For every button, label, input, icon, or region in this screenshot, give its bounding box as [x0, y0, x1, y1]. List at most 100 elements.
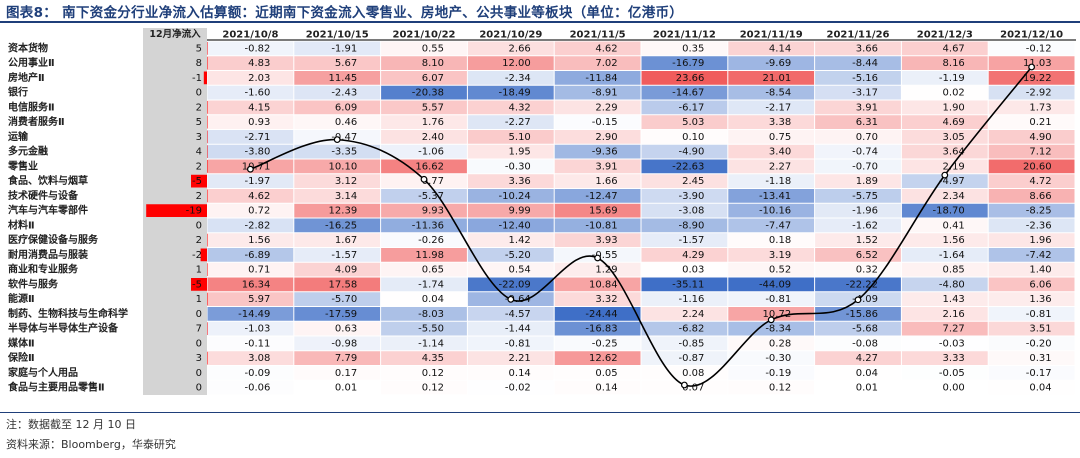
heatmap-cell: [381, 366, 467, 380]
row-label: 房地产Ⅱ: [8, 71, 45, 84]
cell-value-label: 0.85: [943, 265, 965, 276]
heatmap-cell: [641, 218, 728, 233]
cell-value-label: -11.36: [412, 220, 444, 231]
cell-value-label: 2.45: [682, 176, 704, 187]
heatmap-cell: [988, 100, 1075, 115]
heatmap-cell: [467, 115, 554, 129]
date-column-header: 2021/12/10: [1000, 30, 1063, 41]
dec-inflow-label: 0: [196, 88, 202, 99]
cell-value-label: 23.66: [676, 73, 705, 84]
heatmap-cell: [294, 189, 381, 203]
heatmap-cell: [467, 159, 554, 174]
cell-value-label: 15.69: [589, 206, 618, 217]
cell-value-label: 4.32: [509, 102, 531, 113]
dec-inflow-label: -1: [192, 73, 202, 84]
dec-inflow-label: 2: [196, 161, 202, 172]
cell-value-label: 1.95: [509, 147, 531, 158]
cell-value-label: 9.99: [509, 206, 531, 217]
line-series-path: [250, 66, 1033, 387]
cell-value-label: 0.03: [682, 265, 704, 276]
cell-value-label: 11.03: [1023, 58, 1052, 69]
cell-value-label: 0.31: [1029, 353, 1051, 364]
dec-inflow-label: 8: [196, 58, 202, 69]
heatmap-cell: [988, 336, 1075, 351]
heatmap-cell: [728, 56, 815, 70]
source-note: 资料来源：Bloomberg，华泰研究: [6, 438, 176, 451]
cell-value-label: -2.82: [245, 220, 271, 231]
heatmap-cell: [554, 321, 641, 336]
cell-value-label: 2.03: [248, 73, 270, 84]
dec-inflow-label: 5: [196, 117, 202, 128]
dec-inflow-bar: [200, 248, 207, 262]
cell-value-label: -1.44: [505, 324, 531, 335]
cell-value-label: 3.93: [595, 235, 617, 246]
heatmap-cell: [988, 218, 1075, 233]
heatmap-cell: [815, 159, 901, 174]
heatmap-cell: [901, 115, 988, 129]
cell-value-label: 1.73: [1029, 102, 1051, 113]
heatmap-cell: [381, 144, 467, 159]
cell-value-label: 3.33: [943, 353, 965, 364]
cell-value-label: 4.83: [248, 58, 270, 69]
heatmap-cell: [207, 336, 294, 351]
heatmap-cell: [728, 233, 815, 247]
cell-value-label: -0.70: [852, 161, 878, 172]
heatmap-cell: [728, 292, 815, 306]
heatmap-cell: [641, 262, 728, 277]
heatmap-cell: [467, 71, 554, 85]
line-series-point: [594, 254, 601, 262]
cell-value-label: -9.64: [505, 294, 531, 305]
row-label: 电信服务Ⅱ: [8, 100, 55, 113]
line-series-point: [1028, 63, 1035, 71]
cell-value-label: -0.30: [765, 353, 791, 364]
heatmap-cell: [381, 277, 467, 292]
heatmap-cell: [728, 277, 815, 292]
row-label: 医疗保健设备与服务: [8, 233, 99, 246]
heatmap-cell: [467, 262, 554, 277]
heatmap-cell: [381, 233, 467, 247]
heatmap-cell: [728, 262, 815, 277]
cell-value-label: -1.62: [852, 220, 878, 231]
row-label: 消费者服务Ⅱ: [8, 115, 65, 128]
heatmap-cell: [381, 100, 467, 115]
cell-value-label: -2.92: [1026, 88, 1052, 99]
heatmap-cell: [294, 159, 381, 174]
heatmap-cell: [294, 351, 381, 365]
cell-value-label: -0.74: [852, 147, 878, 158]
cell-value-label: 5.97: [248, 294, 270, 305]
heatmap-cell: [554, 189, 641, 203]
heatmap-cell: [815, 130, 901, 144]
cell-value-label: 0.01: [856, 383, 878, 394]
heatmap-cell: [207, 130, 294, 144]
cell-value-label: 4.90: [1029, 132, 1051, 143]
row-label: 能源Ⅱ: [8, 292, 35, 305]
line-series-point: [854, 296, 862, 304]
cell-value-label: 11.98: [415, 250, 444, 261]
cell-value-label: -18.49: [499, 88, 531, 99]
row-label: 商业和专业服务: [8, 263, 79, 276]
heatmap-cell: [988, 85, 1075, 100]
heatmap-cell: [207, 218, 294, 233]
heatmap-cell: [207, 174, 294, 188]
heatmap-cell: [988, 233, 1075, 247]
heatmap-cell: [467, 85, 554, 100]
heatmap-cell: [381, 115, 467, 129]
cell-value-label: -12.47: [585, 191, 617, 202]
heatmap-cell: [381, 71, 467, 85]
cell-value-label: 2.34: [943, 191, 965, 202]
heatmap-cell: [815, 115, 901, 129]
footnote: 注：数据截至 12 月 10 日: [6, 418, 136, 431]
cell-value-label: -8.03: [418, 309, 444, 320]
heatmap-cell: [554, 203, 641, 218]
heatmap-cell: [641, 366, 728, 380]
cell-value-label: 1.56: [943, 235, 965, 246]
cell-value-label: -6.17: [679, 102, 705, 113]
cell-value-label: 5.10: [509, 132, 531, 143]
cell-value-label: 6.07: [422, 73, 444, 84]
cell-value-label: 6.31: [856, 117, 878, 128]
heatmap-cell: [294, 174, 381, 188]
cell-value-label: -12.40: [499, 220, 531, 231]
cell-value-label: 4.72: [1029, 176, 1051, 187]
heatmap-cell: [815, 174, 901, 188]
heatmap-cell: [901, 189, 988, 203]
